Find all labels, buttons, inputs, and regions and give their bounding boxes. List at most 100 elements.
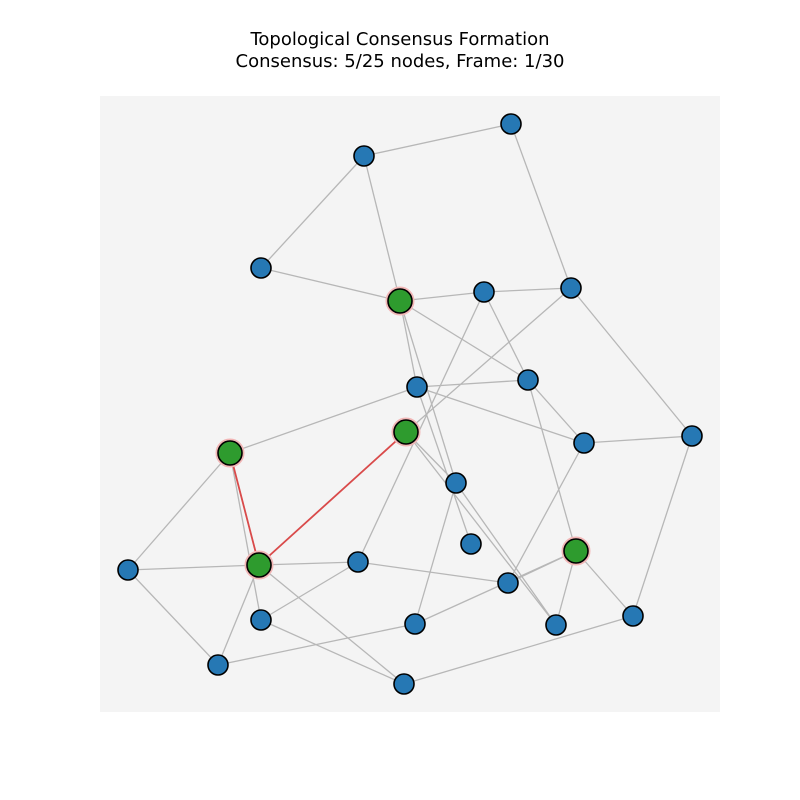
node-circle: [563, 538, 589, 564]
graph-node: [545, 614, 567, 636]
edge-6-9: [229, 386, 418, 454]
edge-0-5: [510, 123, 572, 289]
graph-node: [473, 281, 495, 303]
graph-node: [500, 113, 522, 135]
edge-11-22: [632, 435, 693, 617]
edge-5-8: [405, 287, 572, 433]
consensus-node: [215, 438, 245, 468]
graph-node: [560, 277, 582, 299]
edge-12-21: [455, 482, 557, 626]
edge-17-18: [357, 561, 509, 584]
consensus-node: [561, 536, 591, 566]
graph-node: [497, 572, 519, 594]
node-circle: [573, 432, 595, 454]
edge-16-23: [217, 564, 260, 666]
node-circle: [250, 257, 272, 279]
graph-node: [347, 551, 369, 573]
active-edge-16-8: [258, 431, 407, 566]
graph-node: [406, 376, 428, 398]
graph-node: [404, 613, 426, 635]
graph-node: [353, 145, 375, 167]
node-circle: [250, 609, 272, 631]
edge-7-10: [527, 379, 585, 444]
consensus-node: [391, 417, 421, 447]
node-circle: [681, 425, 703, 447]
edge-3-12: [399, 300, 457, 484]
edge-1-2: [260, 155, 365, 269]
edge-15-16: [127, 564, 260, 571]
edge-3-7: [399, 300, 529, 381]
edge-1-3: [363, 155, 401, 302]
node-circle: [497, 572, 519, 594]
edge-10-11: [583, 435, 693, 444]
consensus-halo: [215, 438, 245, 468]
active-edge-9-16: [229, 452, 260, 566]
edge-12-20: [414, 482, 457, 625]
consensus-halo: [391, 417, 421, 447]
node-circle: [387, 288, 413, 314]
edge-6-7: [416, 379, 529, 388]
edge-19-24: [260, 619, 405, 685]
node-circle: [404, 613, 426, 635]
edge-5-11: [570, 287, 693, 437]
edge-16-17: [258, 561, 359, 566]
plot-panel: [100, 96, 720, 712]
chart-subtitle: Consensus: 5/25 nodes, Frame: 1/30: [235, 51, 565, 72]
node-circle: [406, 376, 428, 398]
graph-node: [250, 257, 272, 279]
edges-layer: [127, 123, 693, 685]
graph-node: [681, 425, 703, 447]
consensus-halo: [385, 286, 415, 316]
edge-3-6: [399, 300, 418, 388]
edge-9-19: [229, 452, 262, 621]
graph-node: [393, 673, 415, 695]
edge-8-21: [405, 431, 557, 626]
consensus-halo: [561, 536, 591, 566]
edge-7-14: [527, 379, 577, 552]
edge-16-24: [258, 564, 405, 685]
edge-4-7: [483, 291, 529, 381]
node-circle: [445, 472, 467, 494]
edge-2-3: [260, 267, 401, 302]
consensus-halo: [244, 550, 274, 580]
edge-14-20: [414, 550, 577, 625]
edge-4-5: [483, 287, 572, 293]
edge-10-18: [507, 442, 585, 584]
node-circle: [460, 533, 482, 555]
graph-node: [460, 533, 482, 555]
edge-6-10: [416, 386, 585, 444]
edge-22-24: [403, 615, 634, 685]
graph-node: [117, 559, 139, 581]
edge-4-17: [357, 291, 485, 563]
consensus-node: [385, 286, 415, 316]
graph-node: [250, 609, 272, 631]
edge-15-23: [127, 569, 219, 666]
edge-0-1: [363, 123, 512, 157]
nodes-layer: [117, 113, 703, 695]
node-circle: [347, 551, 369, 573]
edge-17-19: [260, 561, 359, 621]
edge-20-23: [217, 623, 416, 666]
node-circle: [622, 605, 644, 627]
graph-node: [622, 605, 644, 627]
graph-node: [207, 654, 229, 676]
node-circle: [500, 113, 522, 135]
node-circle: [353, 145, 375, 167]
active-edges-layer: [229, 431, 407, 566]
node-circle: [117, 559, 139, 581]
graph-node: [573, 432, 595, 454]
edge-6-13: [416, 386, 472, 545]
node-circle: [393, 673, 415, 695]
graph-node: [445, 472, 467, 494]
node-circle: [545, 614, 567, 636]
node-circle: [246, 552, 272, 578]
node-circle: [217, 440, 243, 466]
chart-title: Topological Consensus Formation: [250, 29, 550, 50]
graph-node: [517, 369, 539, 391]
node-circle: [517, 369, 539, 391]
node-circle: [207, 654, 229, 676]
consensus-node: [244, 550, 274, 580]
node-circle: [560, 277, 582, 299]
edge-9-15: [127, 452, 231, 571]
